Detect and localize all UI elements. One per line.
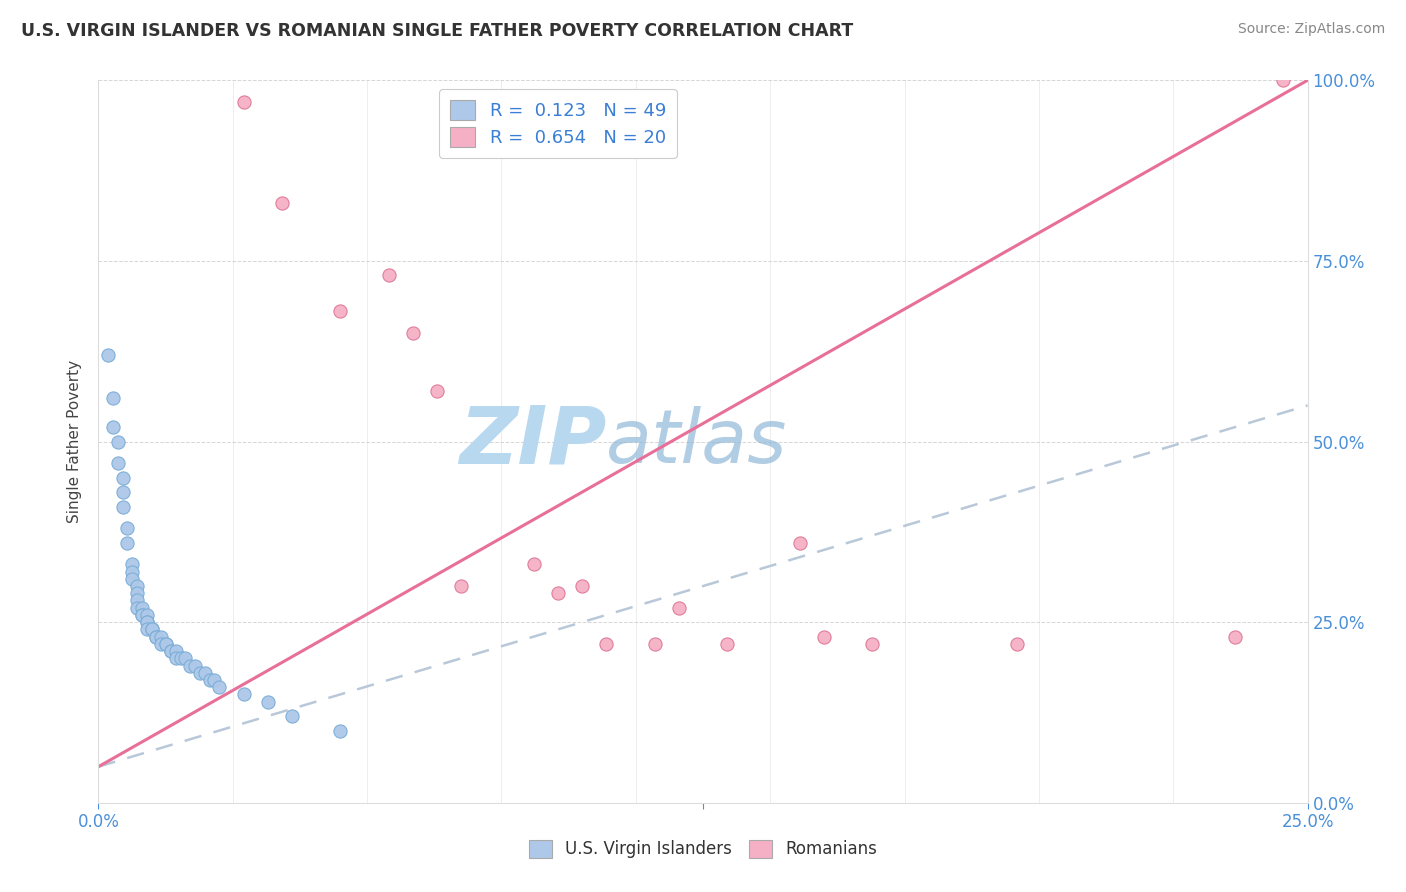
Point <box>101 391 124 405</box>
Point <box>131 607 153 622</box>
Point <box>329 304 352 318</box>
Point <box>281 709 304 723</box>
Point <box>165 644 187 658</box>
Point <box>179 658 201 673</box>
Point <box>117 535 139 549</box>
Point <box>121 558 143 572</box>
Point <box>155 637 177 651</box>
Point <box>204 673 226 687</box>
Text: ZIP: ZIP <box>458 402 606 481</box>
Point <box>145 630 167 644</box>
Point <box>135 623 157 637</box>
Text: U.S. VIRGIN ISLANDER VS ROMANIAN SINGLE FATHER POVERTY CORRELATION CHART: U.S. VIRGIN ISLANDER VS ROMANIAN SINGLE … <box>21 22 853 40</box>
Point <box>1223 630 1246 644</box>
Point <box>135 615 157 630</box>
Point <box>117 521 139 535</box>
Point <box>127 600 149 615</box>
Point <box>111 500 134 514</box>
Point <box>547 586 569 600</box>
Point <box>377 268 399 283</box>
Point <box>1272 73 1295 87</box>
Point <box>402 326 425 340</box>
Point <box>155 637 177 651</box>
Point <box>141 623 163 637</box>
Text: atlas: atlas <box>606 406 787 477</box>
Point <box>595 637 617 651</box>
Point <box>107 434 129 449</box>
Point <box>716 637 738 651</box>
Point <box>135 607 157 622</box>
Point <box>121 572 143 586</box>
Point <box>668 600 690 615</box>
Point <box>813 630 835 644</box>
Point <box>111 485 134 500</box>
Point <box>97 348 120 362</box>
Point <box>135 615 157 630</box>
Point <box>127 586 149 600</box>
Point <box>188 665 211 680</box>
Point <box>111 470 134 484</box>
Point <box>450 579 472 593</box>
Point <box>1007 637 1029 651</box>
Point <box>426 384 449 398</box>
Point <box>271 196 294 211</box>
Point <box>860 637 883 651</box>
Point <box>232 687 254 701</box>
Point <box>184 658 207 673</box>
Point <box>131 607 153 622</box>
Text: Source: ZipAtlas.com: Source: ZipAtlas.com <box>1237 22 1385 37</box>
Point <box>174 651 197 665</box>
Point <box>256 695 278 709</box>
Point <box>150 630 173 644</box>
Point <box>789 535 811 549</box>
Point <box>127 593 149 607</box>
Point <box>141 623 163 637</box>
Point <box>107 456 129 470</box>
Point <box>127 579 149 593</box>
Point <box>644 637 666 651</box>
Point <box>169 651 191 665</box>
Point <box>145 630 167 644</box>
Point <box>523 558 546 572</box>
Point <box>232 95 254 109</box>
Point <box>101 420 124 434</box>
Point <box>121 565 143 579</box>
Point <box>165 651 187 665</box>
Point <box>160 644 183 658</box>
Point <box>571 579 593 593</box>
Point <box>208 680 231 694</box>
Point <box>198 673 221 687</box>
Point <box>160 644 183 658</box>
Y-axis label: Single Father Poverty: Single Father Poverty <box>67 360 83 523</box>
Point <box>131 600 153 615</box>
Point <box>194 665 217 680</box>
Point <box>329 723 352 738</box>
Legend: U.S. Virgin Islanders, Romanians: U.S. Virgin Islanders, Romanians <box>520 831 886 867</box>
Point <box>150 637 173 651</box>
